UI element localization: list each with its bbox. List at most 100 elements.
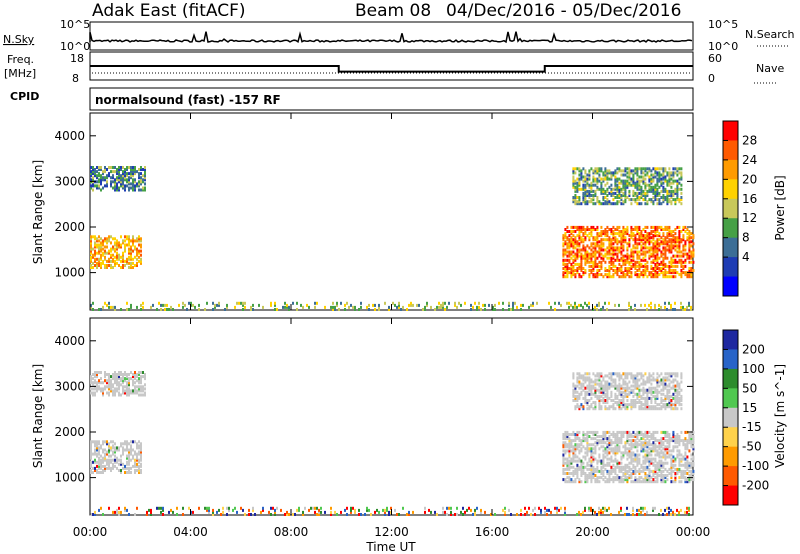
scatter-point: [584, 271, 587, 275]
scatter-point: [622, 230, 625, 233]
scatter-point: [96, 176, 98, 180]
scatter-point: [660, 476, 663, 480]
scatter-point: [632, 244, 635, 248]
scatter-point: [600, 435, 603, 438]
scatter-point: [648, 232, 651, 236]
scatter-point: [114, 393, 116, 397]
scatter-point: [600, 380, 603, 384]
scatter-point: [632, 194, 635, 197]
scatter-point: [608, 260, 611, 264]
scatter-point: [96, 373, 98, 376]
scatter-point: [580, 469, 583, 473]
scatter-point: [102, 170, 104, 174]
scatter-point: [624, 441, 627, 445]
scatter-point: [662, 376, 665, 380]
scatter-point: [586, 258, 589, 262]
colorbar-tick-label: 50: [742, 381, 757, 395]
power-scatter: [90, 166, 695, 311]
scatter-point: [664, 396, 667, 400]
scatter-point: [118, 377, 120, 381]
scatter-point: [672, 271, 675, 275]
scatter-point: [98, 257, 100, 261]
scatter-point: [146, 513, 148, 516]
scatter-point: [646, 380, 649, 384]
scatter-point: [590, 181, 593, 185]
scatter-point: [98, 235, 100, 239]
scatter-point: [162, 513, 164, 516]
scatter-point: [606, 273, 609, 277]
scatter-point: [580, 382, 583, 386]
scatter-point: [562, 457, 565, 461]
scatter-point: [492, 305, 494, 309]
scatter-point: [444, 301, 446, 305]
scatter-point: [612, 254, 615, 258]
scatter-point: [642, 234, 645, 238]
scatter-point: [572, 238, 575, 242]
scatter-point: [690, 474, 693, 477]
scatter-point: [562, 244, 565, 248]
scatter-point: [666, 394, 669, 398]
scatter-point: [626, 225, 629, 229]
scatter-point: [606, 225, 609, 229]
scatter-point: [564, 430, 567, 434]
scatter-point: [614, 303, 616, 307]
scatter-point: [584, 439, 587, 443]
scatter-point: [114, 247, 116, 251]
scatter-point: [572, 234, 575, 238]
scatter-point: [644, 187, 647, 191]
scatter-point: [646, 308, 648, 311]
scatter-point: [656, 252, 659, 256]
scatter-point: [604, 200, 607, 204]
scatter-point: [674, 200, 677, 204]
colorbar-segment: [723, 237, 738, 258]
scatter-point: [104, 454, 106, 458]
scatter-point: [134, 247, 136, 251]
scatter-point: [656, 445, 659, 449]
scatter-point: [636, 384, 639, 388]
scatter-point: [644, 173, 647, 177]
scatter-point: [102, 440, 104, 444]
scatter-point: [574, 467, 577, 471]
scatter-point: [582, 461, 585, 465]
scatter-point: [582, 238, 585, 242]
scatter-point: [632, 451, 635, 455]
scatter-point: [140, 188, 142, 192]
scatter-point: [670, 189, 673, 193]
scatter-point: [206, 506, 208, 510]
time-axis-label: Time UT: [365, 540, 416, 554]
scatter-point: [604, 267, 607, 270]
scatter-point: [676, 246, 679, 250]
scatter-point: [658, 459, 661, 463]
scatter-point: [676, 372, 679, 376]
scatter-point: [656, 392, 659, 396]
scatter-point: [590, 248, 593, 252]
scatter-point: [122, 172, 124, 176]
colorbar-segment: [723, 179, 738, 200]
scatter-point: [634, 392, 637, 396]
scatter-point: [92, 247, 94, 251]
scatter-point: [640, 476, 643, 480]
scatter-point: [110, 381, 112, 385]
scatter-point: [538, 506, 540, 510]
scatter-point: [638, 260, 641, 264]
scatter-point: [676, 401, 679, 404]
scatter-point: [692, 435, 695, 438]
scatter-point: [582, 196, 585, 199]
scatter-point: [686, 441, 689, 445]
scatter-point: [592, 196, 595, 199]
scatter-point: [662, 275, 665, 279]
scatter-point: [132, 166, 134, 169]
scatter-point: [558, 301, 560, 305]
scatter-point: [640, 396, 643, 400]
scatter-point: [592, 451, 595, 455]
scatter-point: [318, 513, 320, 516]
scatter-point: [150, 513, 152, 516]
scatter-point: [600, 388, 603, 392]
scatter-point: [144, 186, 146, 190]
scatter-point: [112, 452, 114, 456]
scatter-point: [570, 445, 573, 449]
scatter-point: [670, 238, 673, 242]
scatter-point: [138, 243, 140, 247]
scatter-point: [576, 254, 579, 258]
scatter-point: [674, 244, 677, 248]
